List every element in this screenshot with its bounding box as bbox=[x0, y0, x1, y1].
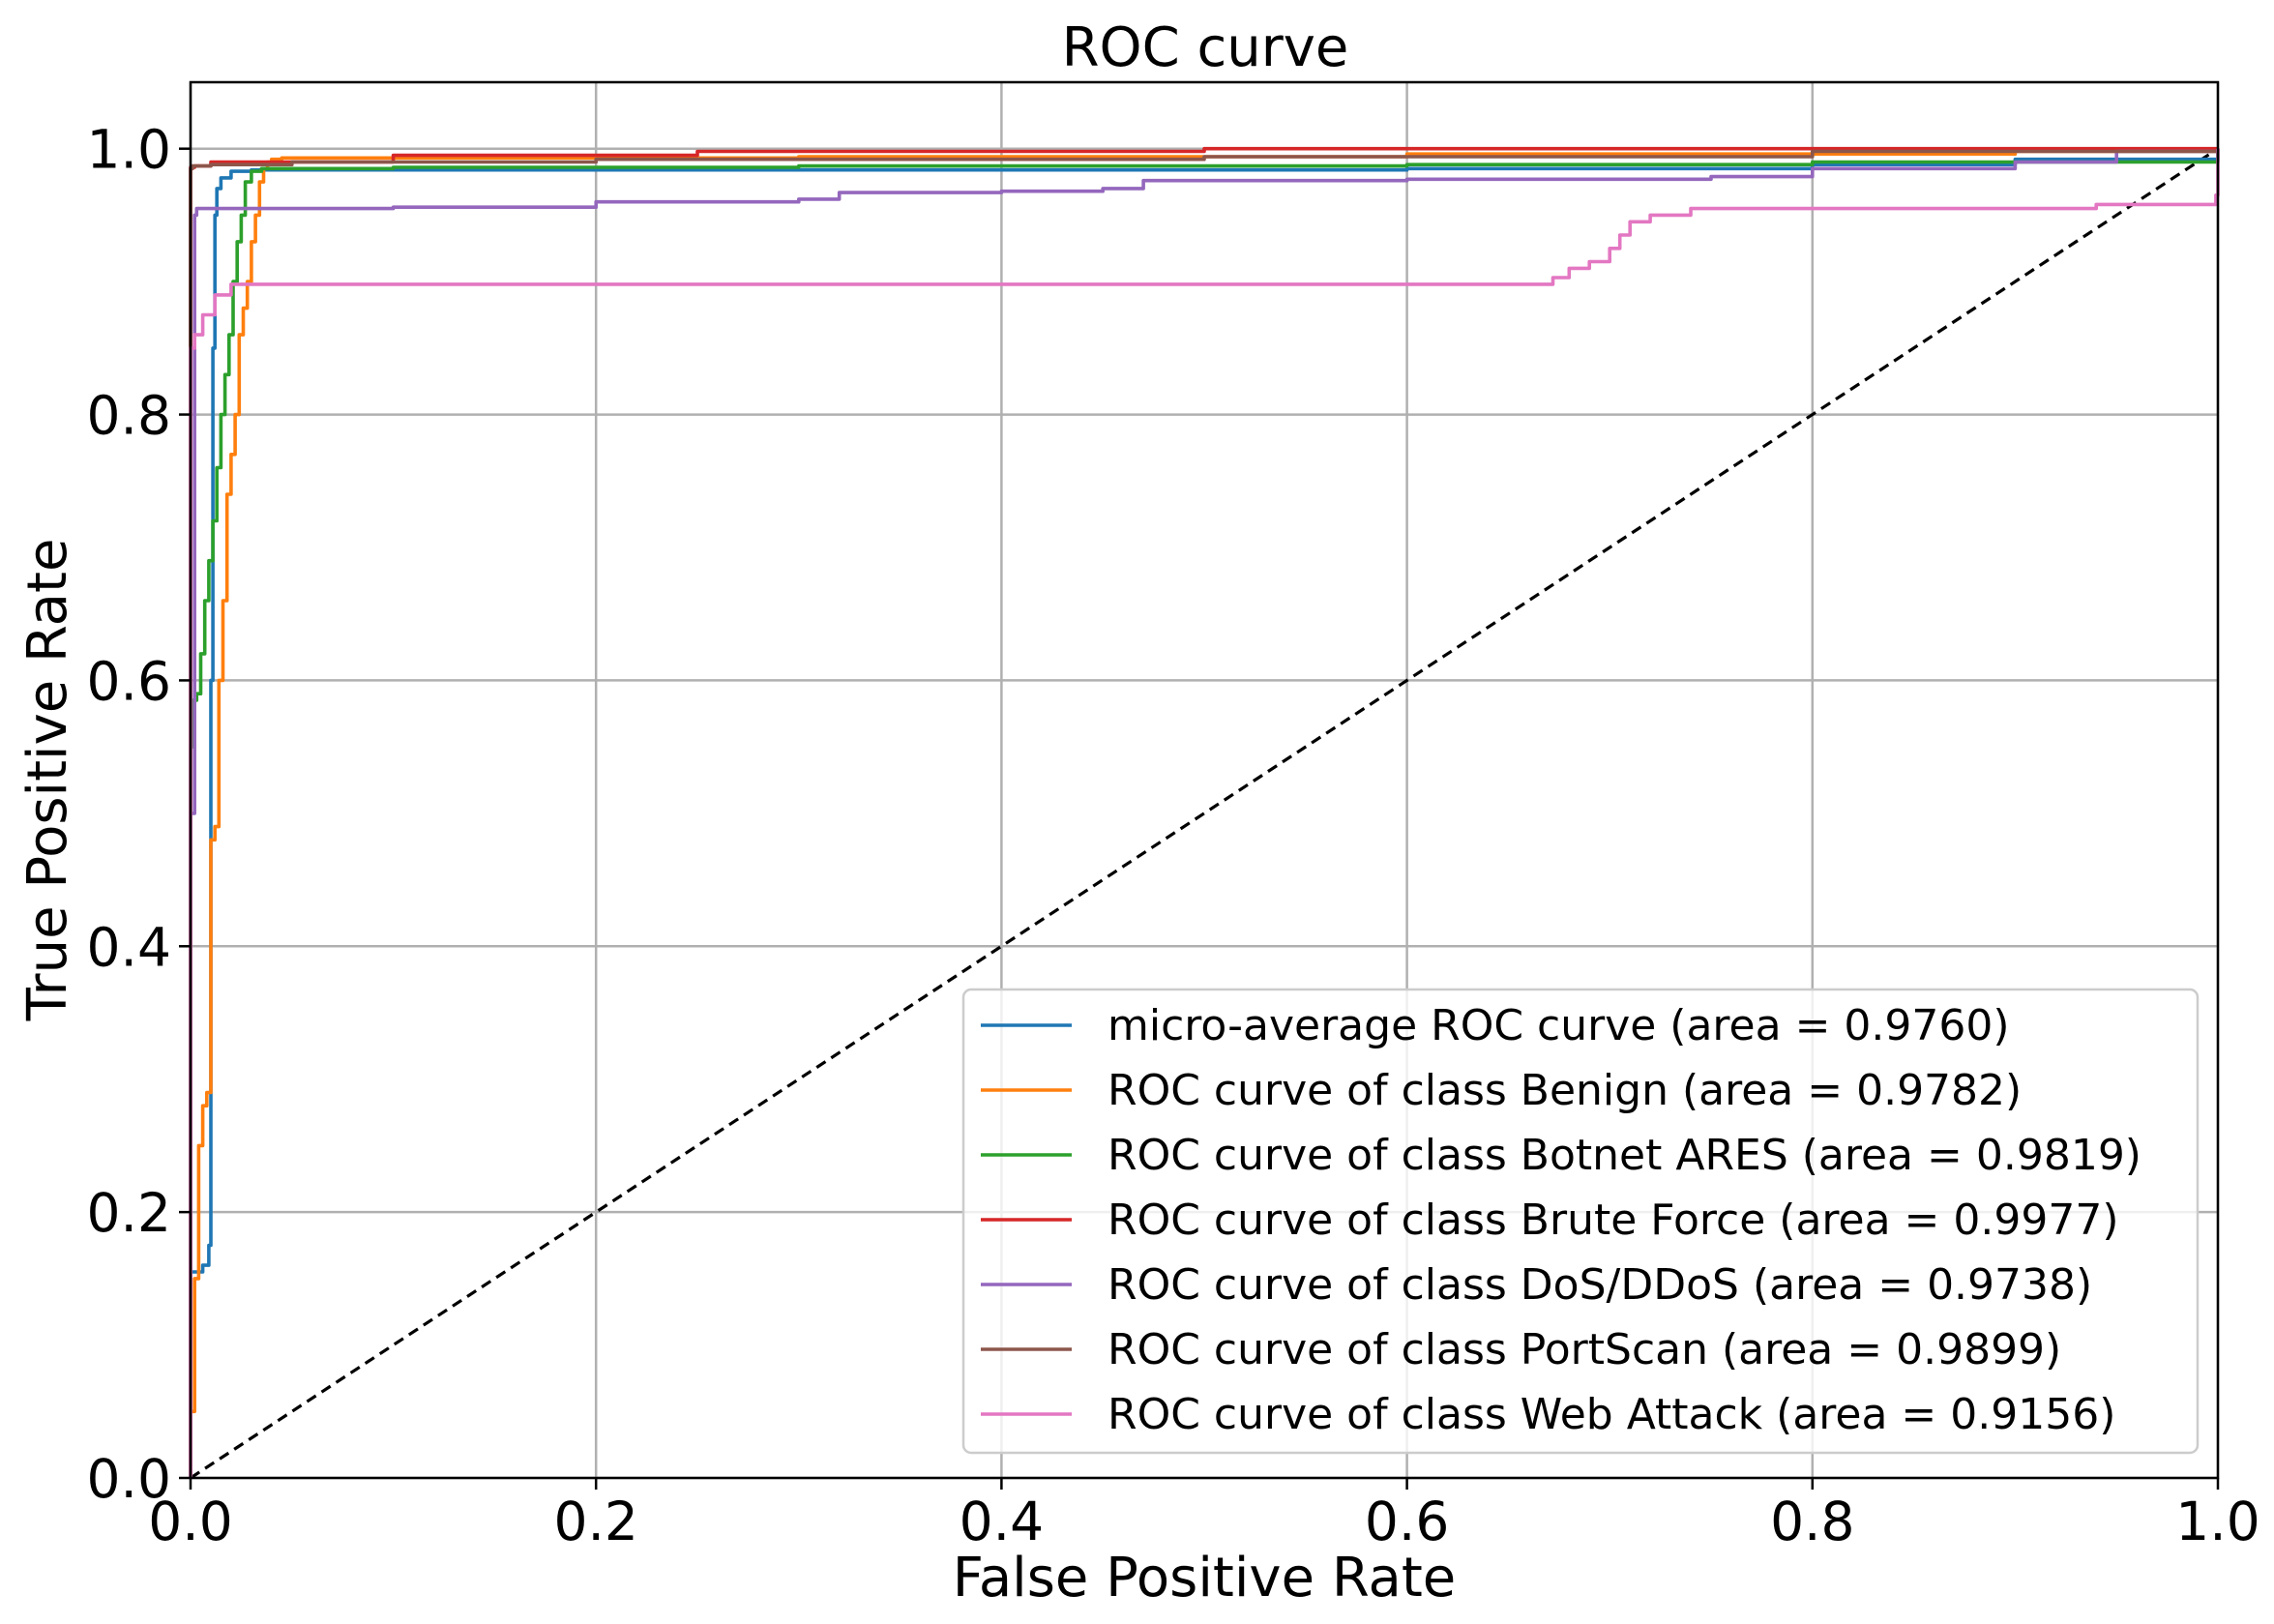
legend-label: ROC curve of class Brute Force (area = 0… bbox=[1107, 1196, 2119, 1245]
legend-label: ROC curve of class PortScan (area = 0.98… bbox=[1107, 1325, 2061, 1374]
roc-curve-of-class-dos-ddos-line bbox=[189, 148, 2220, 1478]
tick-layer: 0.0 0.2 0.4 0.6 0.8 1.0 0.0 0.2 0.4 0.6 0.8 1.0 bbox=[87, 119, 2260, 1552]
legend-box bbox=[961, 988, 2200, 1455]
y-tick-label: 0.6 bbox=[87, 650, 171, 712]
x-axis-label: False Positive Rate bbox=[953, 1547, 1456, 1609]
y-tick-label: 1.0 bbox=[87, 119, 171, 181]
x-tick-label: 0.0 bbox=[148, 1491, 232, 1552]
legend-label: ROC curve of class Web Attack (area = 0.… bbox=[1107, 1390, 2115, 1439]
legend-label: ROC curve of class Botnet ARES (area = 0… bbox=[1107, 1131, 2141, 1180]
x-tick-label: 0.8 bbox=[1770, 1491, 1854, 1552]
roc-curve-of-class-web-attack-line bbox=[189, 148, 2220, 1478]
plot-area-frame bbox=[189, 80, 2220, 1480]
roc-curve-of-class-benign-line bbox=[189, 148, 2220, 1478]
x-tick-label: 1.0 bbox=[2175, 1491, 2259, 1552]
chart-title: ROC curve bbox=[1062, 16, 1349, 79]
x-tick-label: 0.2 bbox=[553, 1491, 637, 1552]
legend-label: ROC curve of class Benign (area = 0.9782… bbox=[1107, 1066, 2022, 1115]
y-tick-label: 0.0 bbox=[87, 1448, 171, 1510]
roc-curve-of-class-portscan-line bbox=[189, 148, 2220, 1478]
chance-diagonal-line bbox=[190, 147, 2219, 1480]
y-tick-label: 0.2 bbox=[87, 1182, 171, 1244]
x-tick-label: 0.6 bbox=[1365, 1491, 1449, 1552]
legend-label: ROC curve of class DoS/DDoS (area = 0.97… bbox=[1107, 1260, 2092, 1310]
legend: micro-average ROC curve (area = 0.9760) R… bbox=[961, 988, 2200, 1455]
x-tick-label: 0.4 bbox=[960, 1491, 1044, 1552]
y-tick-label: 0.4 bbox=[87, 916, 171, 978]
legend-label: micro-average ROC curve (area = 0.9760) bbox=[1107, 1001, 2010, 1050]
chance-line-layer bbox=[190, 147, 2219, 1480]
roc-curve-of-class-botnet-ares-line bbox=[189, 152, 2220, 1478]
y-tick-label: 0.8 bbox=[87, 385, 171, 447]
y-axis-label: True Positive Rate bbox=[16, 539, 79, 1022]
series-layer bbox=[189, 146, 2220, 1478]
